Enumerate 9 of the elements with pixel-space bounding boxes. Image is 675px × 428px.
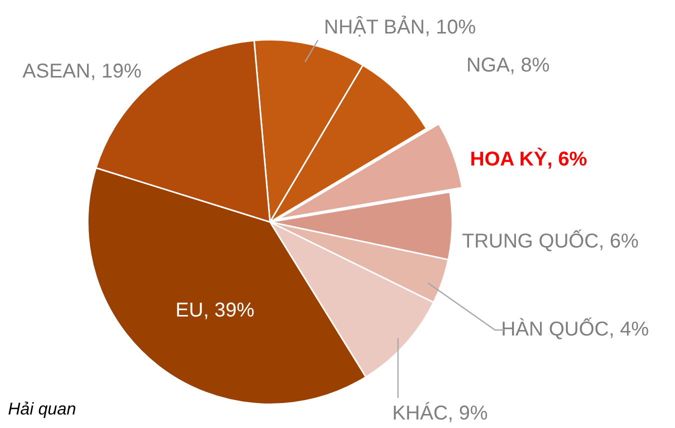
slice-label: NGA, 8%	[466, 54, 550, 77]
slice-label: TRUNG QUỐC, 6%	[462, 230, 639, 253]
slice-label: EU, 39%	[176, 300, 255, 322]
slice-label: NHẬT BẢN, 10%	[324, 16, 476, 39]
slice-label: HOA KỲ, 6%	[470, 148, 588, 171]
text: Hải quan	[8, 400, 76, 419]
slice-label: HÀN QUỐC, 4%	[501, 318, 650, 341]
slice-label: ASEAN, 19%	[22, 60, 142, 83]
slice-label: KHÁC, 9%	[392, 402, 488, 425]
